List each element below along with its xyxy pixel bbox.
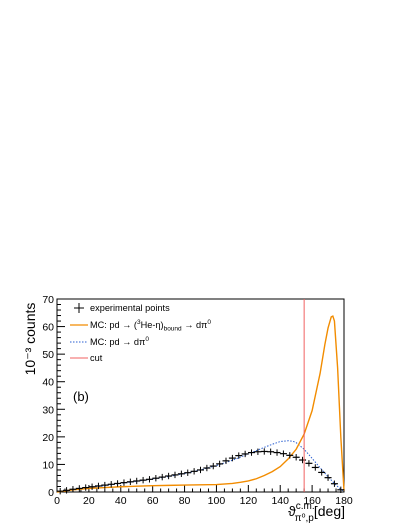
x-tick-label: 140 xyxy=(271,495,289,507)
experimental-point xyxy=(69,486,77,493)
experimental-point xyxy=(114,480,122,487)
x-axis-title: ϑc.m. π⁰,p[deg] xyxy=(288,501,345,524)
experimental-point xyxy=(324,474,332,481)
legend-mc-bound-sup: 3 xyxy=(137,319,141,326)
experimental-point xyxy=(63,487,71,494)
y-tick-label: 30 xyxy=(42,404,54,416)
legend-mc-bound-mid: He-η) xyxy=(141,320,164,330)
legend-entry-mc-bound: MC: pd → (3He-η)bound → dπ0 xyxy=(70,319,211,333)
legend-mc-direct-sup: 0 xyxy=(145,336,149,343)
x-axis-subscript: π⁰,p xyxy=(295,513,315,524)
experimental-point xyxy=(286,452,294,459)
y-tick-label: 10 xyxy=(42,459,54,471)
experimental-point xyxy=(330,480,338,487)
experimental-point xyxy=(203,464,211,472)
legend-mc-direct-prefix: MC: pd → dπ xyxy=(90,337,145,347)
x-tick-label: 80 xyxy=(179,495,191,507)
y-tick-label: 70 xyxy=(42,294,54,306)
panel-label: (b) xyxy=(73,389,89,404)
experimental-point xyxy=(248,449,256,456)
x-tick-label: 100 xyxy=(208,495,226,507)
y-axis-title: 10⁻³ counts xyxy=(22,303,38,376)
experimental-point xyxy=(241,450,249,458)
experimental-point xyxy=(75,485,83,492)
experimental-point xyxy=(318,469,326,476)
experimental-point xyxy=(254,448,262,455)
experimental-point xyxy=(82,484,90,491)
experimental-point xyxy=(197,466,204,474)
y-tick-label: 40 xyxy=(42,377,54,389)
experimental-point xyxy=(152,475,160,482)
experimental-point xyxy=(177,470,185,478)
legend-entry-experimental: experimental points xyxy=(74,303,170,313)
experimental-point xyxy=(107,481,115,488)
experimental-point xyxy=(267,448,275,455)
x-axis-unit: [deg] xyxy=(314,503,345,519)
experimental-point xyxy=(216,460,224,468)
x-axis-superscript: c.m. xyxy=(296,501,315,512)
experimental-point xyxy=(228,454,236,462)
experimental-point xyxy=(56,487,64,495)
experimental-point xyxy=(260,448,268,455)
x-tick-label: 60 xyxy=(147,495,159,507)
series-layer xyxy=(56,299,345,495)
experimental-point xyxy=(209,462,217,470)
legend-label-experimental: experimental points xyxy=(90,303,170,313)
experimental-point xyxy=(222,457,230,465)
legend-mc-bound-suffix: → dπ xyxy=(182,320,208,330)
legend-label-mc-bound: MC: pd → (3He-η)bound → dπ0 xyxy=(90,319,211,333)
legend-mc-bound-prefix: MC: pd → ( xyxy=(90,320,137,330)
x-tick-label: 160 xyxy=(303,495,321,507)
experimental-point xyxy=(171,471,179,479)
experimental-point xyxy=(299,456,307,464)
legend-mc-bound-sub: bound xyxy=(164,326,182,333)
x-tick-label: 20 xyxy=(83,495,95,507)
experimental-point xyxy=(165,472,173,480)
legend-label-cut: cut xyxy=(90,353,103,363)
experimental-point xyxy=(235,452,243,459)
experimental-point xyxy=(88,483,96,490)
x-tick-label: 40 xyxy=(115,495,127,507)
experimental-point xyxy=(101,481,109,489)
legend-entry-cut: cut xyxy=(70,353,103,363)
x-tick-label: 120 xyxy=(240,495,258,507)
experimental-point xyxy=(311,464,319,471)
experimental-point xyxy=(337,486,345,493)
experimental-point xyxy=(292,454,300,461)
series-mc-bound-line xyxy=(56,315,345,493)
x-tick-label: 0 xyxy=(54,495,60,507)
experimental-point xyxy=(145,476,153,483)
y-tick-label: 0 xyxy=(48,487,54,499)
legend-label-mc-direct: MC: pd → dπ0 xyxy=(90,336,149,347)
experimental-point xyxy=(158,473,166,481)
legend: experimental points MC: pd → (3He-η)boun… xyxy=(70,303,211,363)
y-tick-label: 60 xyxy=(42,322,54,334)
x-tick-label: 180 xyxy=(335,495,353,507)
experimental-point xyxy=(190,468,198,475)
experimental-point xyxy=(273,449,281,456)
legend-mc-bound-suffix-sup: 0 xyxy=(207,319,211,326)
legend-entry-mc-direct: MC: pd → dπ0 xyxy=(70,336,149,347)
experimental-point xyxy=(139,476,147,484)
series-experimental-points xyxy=(56,448,345,495)
x-axis-symbol: ϑ xyxy=(288,503,296,519)
experimental-point xyxy=(184,469,192,476)
experimental-point xyxy=(279,450,287,457)
experimental-point xyxy=(305,460,313,467)
experimental-point xyxy=(120,479,128,486)
experimental-point xyxy=(133,477,141,485)
y-tick-label: 50 xyxy=(42,349,54,361)
experimental-point xyxy=(94,482,102,490)
experimental-point xyxy=(126,478,134,485)
y-tick-label: 20 xyxy=(42,432,54,444)
